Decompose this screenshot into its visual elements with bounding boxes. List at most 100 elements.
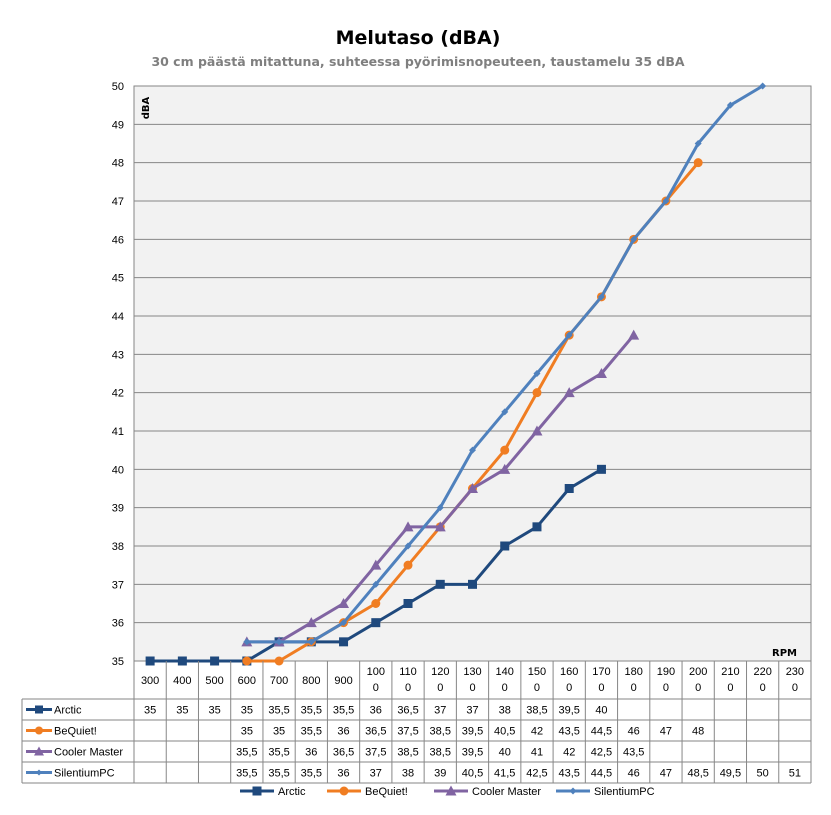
y-tick-label: 45 [112,273,124,285]
table-cell: 39 [434,768,446,780]
legend-label: Cooler Master [472,786,541,798]
data-point [468,579,477,589]
data-point [274,656,284,666]
data-point [563,387,575,398]
table-cell: 39,5 [462,726,483,738]
data-point [467,483,478,493]
table-cell: 40 [595,705,607,717]
x-tick-label: 140 [496,666,514,678]
data-point [662,197,670,205]
table-cell: 40,5 [462,768,483,780]
legend-label: Arctic [278,786,306,798]
data-point [596,464,606,474]
legend-marker [252,786,262,796]
x-tick-label: 300 [141,675,159,687]
table-cell: 48 [692,726,704,738]
data-point [500,445,510,455]
series-cooler-master [241,329,640,647]
data-point [531,425,543,436]
table-cell: 35 [208,705,220,717]
data-point [403,560,413,570]
y-axis-label: dBA [141,96,152,119]
table-cell: 35 [241,726,253,738]
data-point [371,618,381,628]
chart-title: Melutaso (dBA) [336,27,501,49]
table-cell: 35,5 [236,747,257,759]
table-cell: 42 [531,726,543,738]
data-point [436,504,444,512]
data-point [597,293,605,301]
data-point [564,484,574,493]
legend-marker [445,785,457,796]
table-cell: 38 [402,768,414,780]
data-point [759,82,767,90]
legend-marker [339,786,349,796]
y-tick-label: 39 [112,503,124,515]
data-point [630,235,638,243]
table-cell: 36 [337,768,349,780]
y-tick-label: 40 [112,464,124,476]
x-tick-label: 210 [721,666,739,678]
x-tick-label: 0 [760,682,766,694]
x-tick-label: 0 [437,682,443,694]
data-point [210,656,220,666]
table-cell: 35,5 [268,747,289,759]
table-cell: 43,5 [559,726,580,738]
data-point [372,580,380,588]
table-cell: 37 [466,705,478,717]
y-tick-label: 46 [112,234,124,246]
table-cell: 50 [757,768,769,780]
data-point [275,638,283,646]
x-tick-label: 0 [663,682,669,694]
y-tick-label: 42 [112,388,124,400]
table-cell: 35,5 [268,705,289,717]
y-tick-label: 38 [112,541,124,553]
table-cell: 43,5 [559,768,580,780]
table-cell: 36 [370,705,382,717]
table-cell: 35 [241,705,253,717]
table-cell: 42,5 [591,747,612,759]
x-axis-label: RPM [772,648,797,659]
table-cell: 39,5 [462,747,483,759]
data-point [338,598,350,608]
x-tick-label: 170 [592,666,610,678]
table-cell: 46 [628,768,640,780]
data-point [371,599,381,608]
data-point [243,638,251,646]
table-cell: 35,5 [236,768,257,780]
table-cell: 42,5 [526,768,547,780]
x-tick-label: 220 [753,666,771,678]
data-point [693,158,703,168]
x-tick-label: 0 [373,682,379,694]
table-cell: 38,5 [526,705,547,717]
table-cell: 38,5 [430,747,451,759]
y-tick-label: 35 [112,656,124,668]
table-cell: 47 [660,726,672,738]
y-tick-label: 50 [112,81,124,93]
table-cell: 35,5 [301,726,322,738]
x-tick-label: 700 [270,675,288,687]
x-tick-label: 180 [625,666,643,678]
plot-area [133,85,812,662]
data-point [499,463,511,474]
table-cell: 38 [499,705,511,717]
table-cell: 38,5 [430,726,451,738]
x-tick-label: 0 [502,682,508,694]
table-cell: 51 [789,768,801,780]
x-tick-label: 600 [238,675,256,687]
table-cell: 44,5 [591,768,612,780]
x-tick-label: 0 [727,682,733,694]
legend-label: SilentiumPC [594,786,655,798]
table-cell: 36,5 [365,726,386,738]
table-legend-key-marker [35,726,43,735]
table-series-label: SilentiumPC [54,768,115,780]
x-tick-label: 900 [334,675,352,687]
x-tick-label: 0 [631,682,637,694]
x-tick-label: 0 [792,682,798,694]
table-cell: 35,5 [268,768,289,780]
table-cell: 40,5 [494,726,515,738]
table-cell: 44,5 [591,726,612,738]
x-tick-label: 100 [367,666,385,678]
data-point [565,331,573,339]
table-legend-key-marker [36,769,42,776]
